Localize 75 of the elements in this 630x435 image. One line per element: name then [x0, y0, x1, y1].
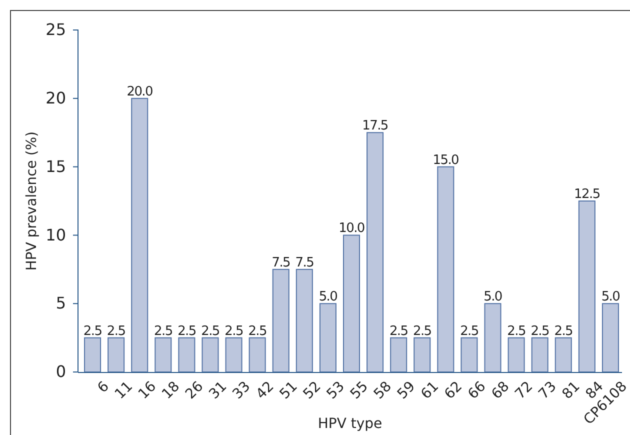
bar: [508, 337, 525, 372]
data-label: 2.5: [530, 324, 550, 339]
data-label: 17.5: [362, 118, 388, 134]
data-label: 2.5: [154, 324, 173, 339]
x-tick-label: 33: [230, 378, 254, 402]
data-label: 7.5: [272, 255, 291, 270]
data-label: 5.0: [601, 290, 620, 305]
x-tick-label: 58: [371, 378, 395, 402]
data-label: 2.5: [224, 324, 244, 339]
bar: [460, 337, 478, 372]
bar: [390, 337, 408, 372]
x-tick-label: 18: [159, 378, 184, 402]
data-label: 2.5: [83, 324, 102, 339]
data-label: 5.0: [318, 290, 338, 305]
bar: [202, 337, 219, 372]
data-label: 5.0: [484, 290, 502, 305]
data-label: 2.5: [554, 324, 574, 339]
data-label: 2.5: [412, 324, 432, 339]
x-tick-label: 11: [112, 378, 136, 402]
x-tick-label: 31: [206, 378, 230, 402]
data-label: 2.5: [507, 324, 526, 339]
data-label: 2.5: [106, 324, 126, 339]
data-label: 2.5: [178, 324, 196, 339]
bar: [84, 337, 102, 372]
bar: [414, 337, 431, 372]
data-label: 10.0: [338, 221, 365, 236]
data-label: 2.5: [460, 324, 479, 339]
bar: [225, 337, 242, 372]
x-tick-label: 16: [136, 378, 160, 402]
bar: [554, 337, 572, 372]
x-tick-label: 6: [94, 378, 112, 396]
x-tick-label: 66: [465, 378, 490, 402]
bar: [342, 234, 360, 372]
x-tick-label: 81: [559, 378, 584, 402]
bar: [366, 132, 384, 372]
y-tick-label: 0: [56, 362, 66, 382]
bar: [131, 98, 148, 372]
y-tick-label: 20: [46, 88, 66, 108]
data-label: 2.5: [201, 324, 220, 339]
x-tick-label: 52: [300, 378, 324, 402]
x-axis-title: HPV type: [318, 416, 382, 432]
bar: [296, 268, 313, 372]
bar: [272, 268, 290, 372]
bar: [602, 303, 619, 372]
x-tick-label: 68: [488, 378, 513, 402]
y-tick-label: 25: [46, 20, 66, 40]
x-tick-label: 26: [182, 378, 207, 402]
data-label: 15.0: [432, 152, 460, 168]
data-label: 7.5: [295, 255, 314, 270]
bar: [154, 337, 172, 372]
bar: [484, 303, 502, 372]
x-tick-label: 42: [253, 378, 278, 402]
data-label: 2.5: [389, 324, 408, 339]
x-tick-label: 62: [442, 378, 466, 402]
x-tick-label: 59: [394, 378, 418, 402]
bar: [178, 337, 196, 372]
data-label: 20.0: [126, 84, 154, 100]
data-label: 12.5: [574, 187, 600, 202]
bar: [108, 337, 125, 372]
bar: [531, 337, 548, 372]
data-label: 2.5: [248, 324, 267, 339]
x-tick-label: 73: [536, 378, 560, 402]
y-axis-title: HPV prevalence (%): [24, 131, 40, 271]
x-tick-label: 61: [418, 378, 442, 402]
y-tick-label: 5: [56, 294, 66, 313]
bar: [248, 337, 266, 372]
x-tick-label: 53: [324, 378, 348, 402]
y-tick-label: 15: [46, 156, 66, 176]
x-tick-label: 72: [512, 378, 536, 402]
bar: [437, 166, 454, 372]
bar: [578, 200, 596, 372]
x-tick-label: 55: [347, 378, 372, 402]
bar: [319, 303, 336, 372]
x-tick-label: 51: [276, 378, 301, 402]
y-tick-label: 10: [46, 225, 66, 244]
